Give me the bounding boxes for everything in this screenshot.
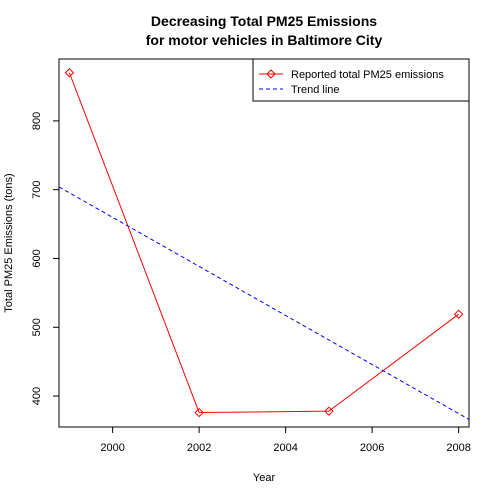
y-tick-label: 800 xyxy=(31,112,43,130)
y-axis-label: Total PM25 Emissions (tons) xyxy=(3,173,15,312)
x-tick-label: 2008 xyxy=(446,442,470,454)
chart-title-line-1: Decreasing Total PM25 Emissions xyxy=(151,13,377,29)
legend-box xyxy=(252,58,470,102)
y-tick-label: 500 xyxy=(31,318,43,336)
x-axis-label: Year xyxy=(253,472,276,484)
series-layer xyxy=(58,68,470,420)
y-axis: 400 500 600 700 800 xyxy=(31,112,59,405)
legend-label-trend: Trend line xyxy=(291,84,340,96)
data-point-marker xyxy=(64,68,75,78)
legend-label-reported: Reported total PM25 emissions xyxy=(291,69,444,81)
x-tick-label: 2002 xyxy=(187,442,211,454)
legend-marker-reported xyxy=(266,69,276,79)
y-tick-label: 700 xyxy=(31,181,43,199)
y-tick-label: 600 xyxy=(31,249,43,267)
trend-line xyxy=(58,186,470,420)
x-axis: 2000 2002 2004 2006 2008 xyxy=(100,427,471,454)
chart-title-line-2: for motor vehicles in Baltimore City xyxy=(146,32,383,48)
data-point-marker xyxy=(453,309,464,319)
legend: Reported total PM25 emissions Trend line xyxy=(252,58,470,102)
x-tick-label: 2004 xyxy=(273,442,297,454)
x-tick-label: 2000 xyxy=(100,442,124,454)
data-point-marker xyxy=(324,406,334,416)
x-tick-label: 2006 xyxy=(360,442,384,454)
y-tick-label: 400 xyxy=(31,387,43,405)
data-point-marker xyxy=(194,407,204,418)
reported-emissions-line xyxy=(68,72,459,414)
